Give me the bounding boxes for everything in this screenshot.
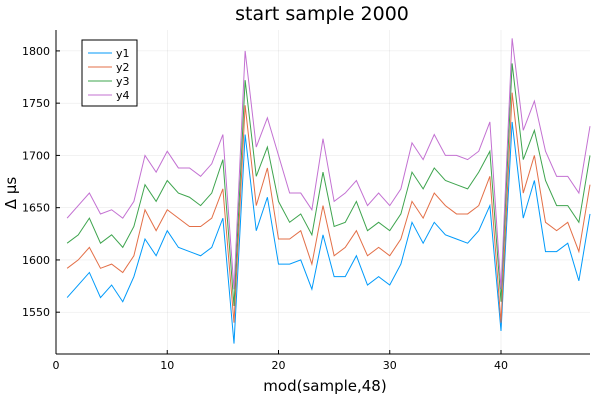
- y-tick-label: 1600: [22, 254, 50, 267]
- y-tick-label: 1800: [22, 45, 50, 58]
- x-tick-label: 20: [272, 359, 286, 372]
- legend-label-y4: y4: [116, 89, 130, 102]
- x-tick-label: 30: [383, 359, 397, 372]
- series-line-y4: [66, 38, 591, 290]
- x-tick-label: 40: [494, 359, 508, 372]
- legend-label-y3: y3: [116, 75, 130, 88]
- x-tick-label: 10: [160, 359, 174, 372]
- legend-label-y1: y1: [116, 47, 130, 60]
- chart-title: start sample 2000: [235, 3, 409, 25]
- series-lines: [66, 38, 591, 344]
- series-line-y1: [66, 121, 591, 344]
- x-tick-label: 0: [53, 359, 60, 372]
- y-tick-label: 1750: [22, 97, 50, 110]
- y-ticks: 1550 1600 1650 1700 1750 1800: [22, 45, 60, 319]
- y-tick-label: 1550: [22, 306, 50, 319]
- grid: [55, 30, 590, 354]
- x-ticks: 0 10 20 30 40: [53, 350, 508, 372]
- series-line-y2: [66, 92, 591, 323]
- legend-label-y2: y2: [116, 61, 130, 74]
- y-tick-label: 1650: [22, 202, 50, 215]
- y-axis-label: Δ µs: [2, 177, 20, 210]
- x-axis-label: mod(sample,48): [263, 377, 386, 395]
- y-tick-label: 1700: [22, 149, 50, 162]
- series-line-y3: [66, 63, 591, 306]
